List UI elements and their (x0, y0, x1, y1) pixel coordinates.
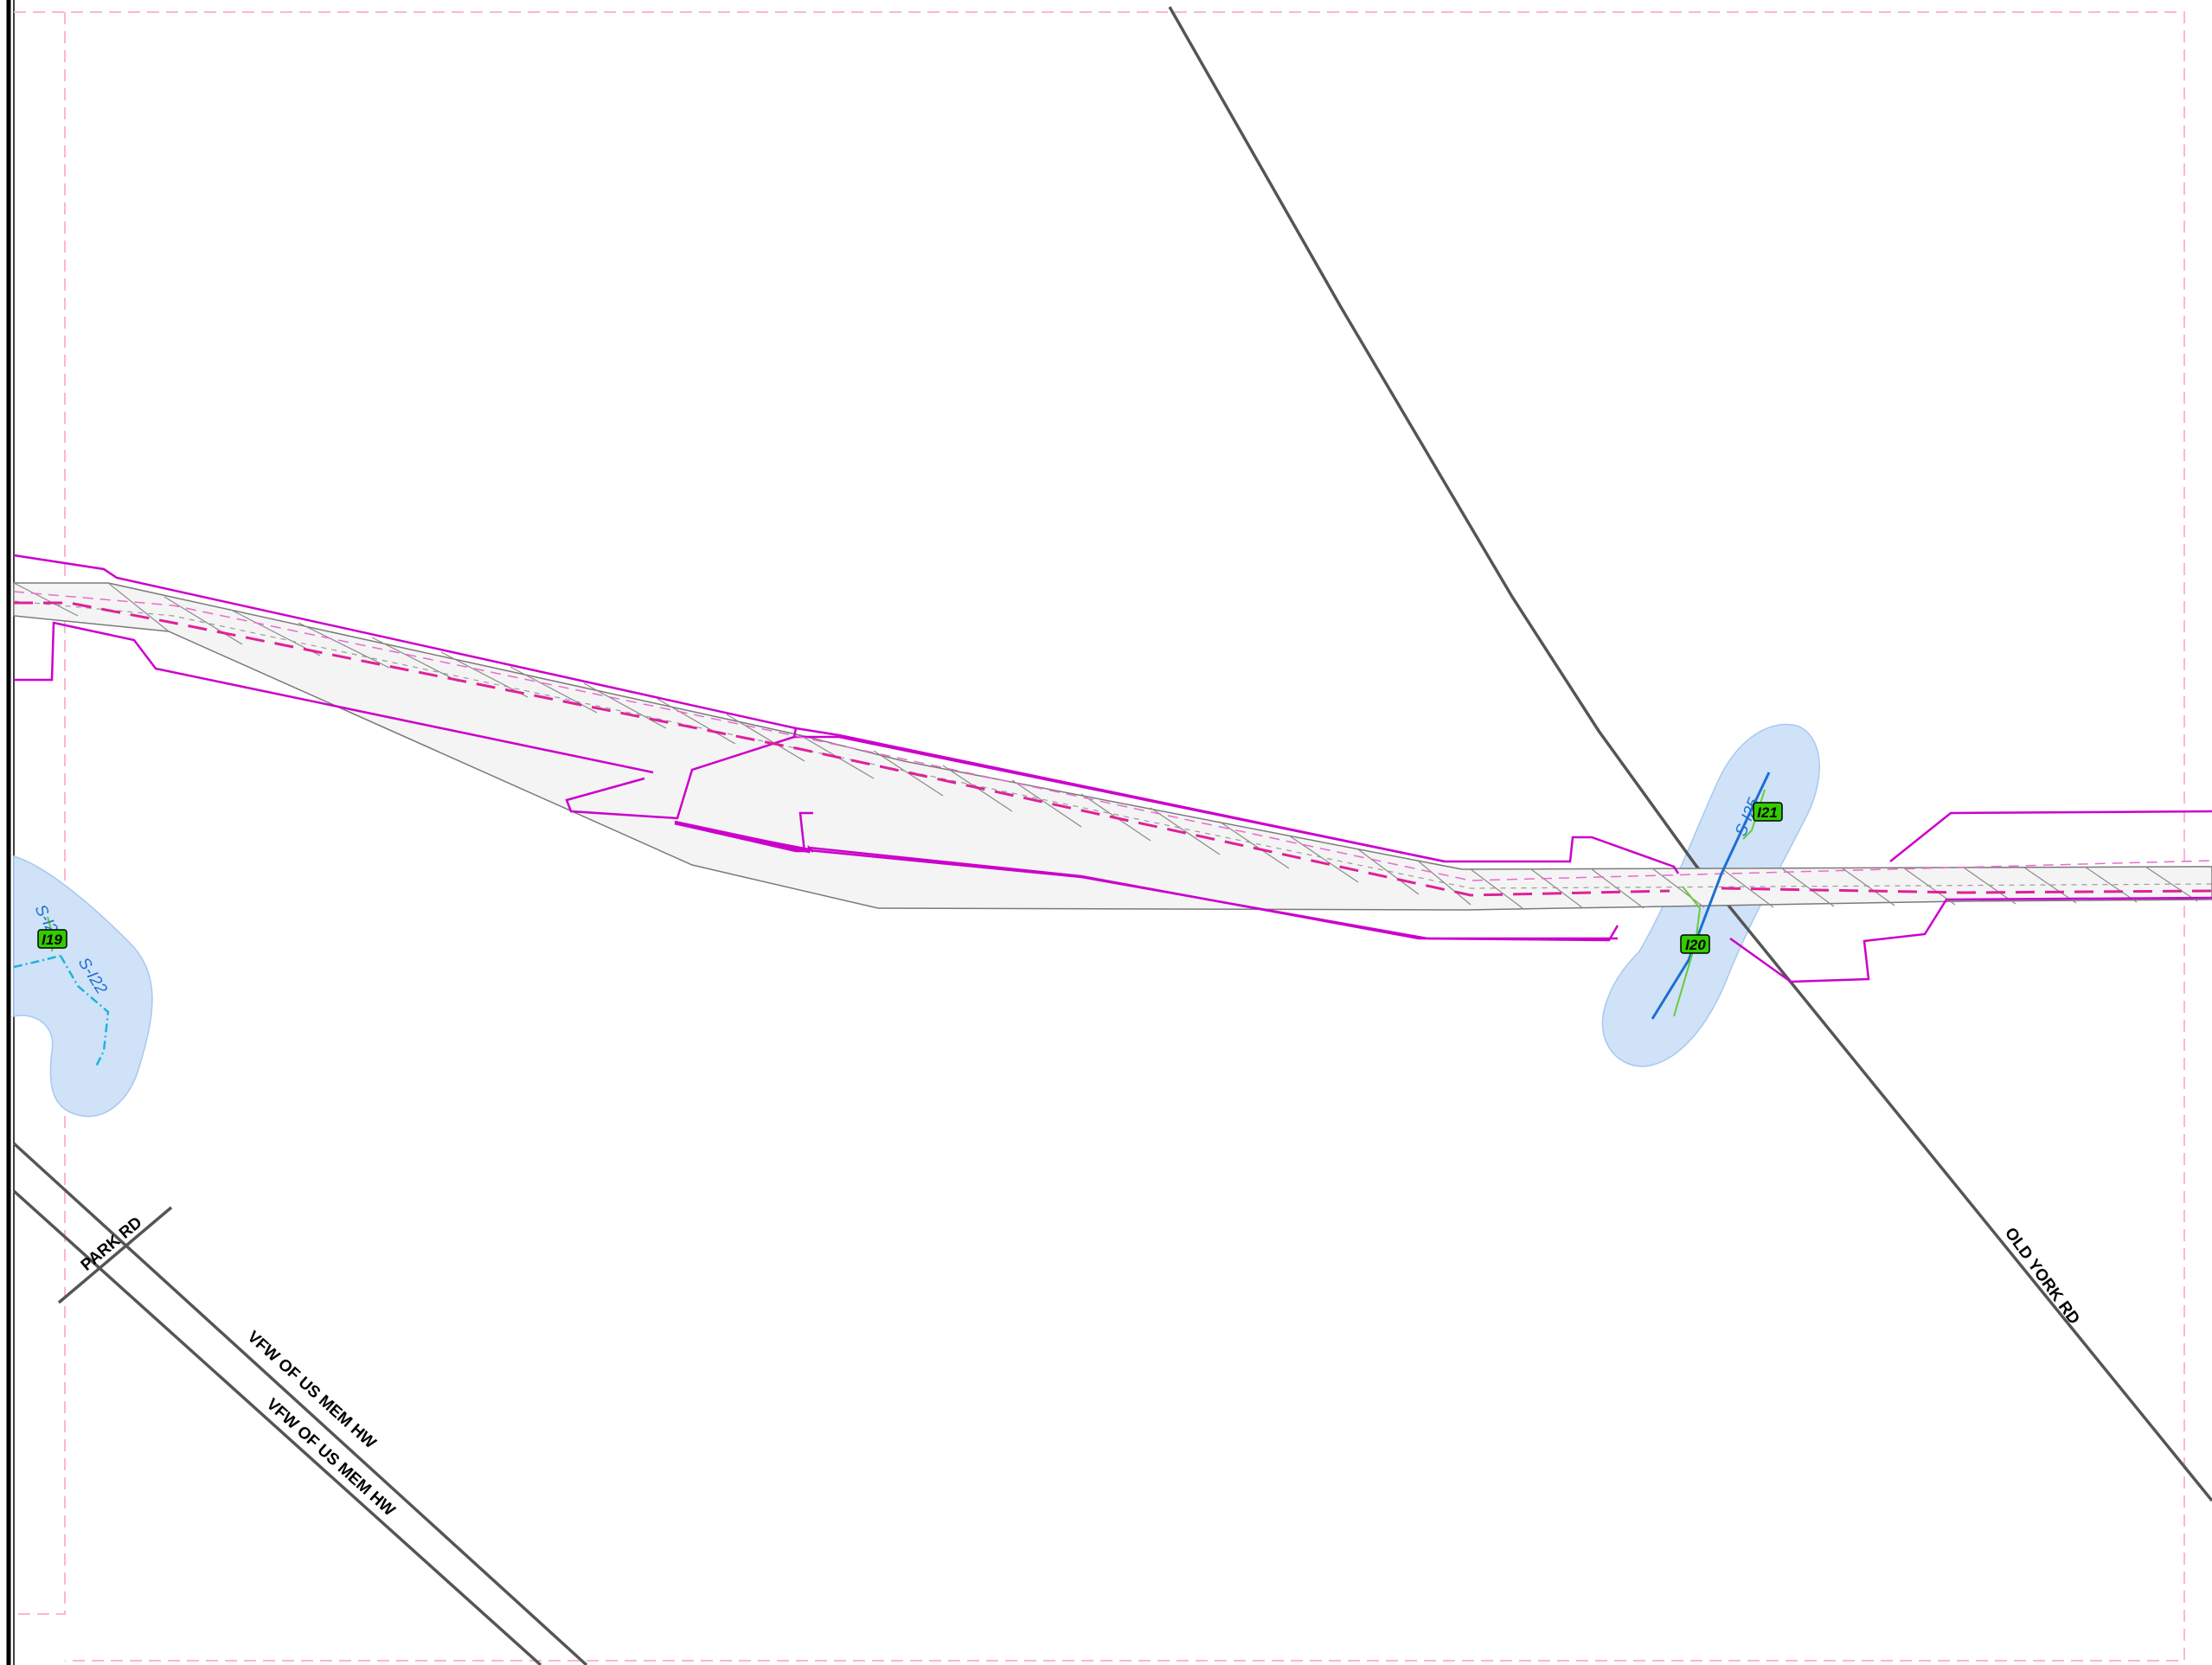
proposed-centerline (14, 601, 2212, 897)
road-label-old-york-rd: OLD YORK RD (2001, 1225, 2083, 1329)
map-frame (6, 0, 15, 1665)
wetland-area-i19 (13, 855, 153, 1117)
feature-markers: I19 I20 I21 (37, 802, 1783, 954)
road-vfw-south (12, 1189, 542, 1665)
road-vfw-north (12, 1142, 588, 1665)
wetland-edge-i20 (1673, 886, 1702, 1017)
stream-s-i25 (1651, 772, 1771, 1020)
proposed-offset-line (13, 591, 2212, 881)
work-area-boundary (13, 554, 2212, 983)
road-lines (12, 6, 2212, 1665)
feature-marker-i19: I19 (37, 929, 67, 949)
svg-text:I20: I20 (1685, 937, 1706, 953)
work-area-boundary-jog (674, 735, 1618, 940)
stream-s-i2 (13, 954, 61, 969)
pipeline-corridor (13, 582, 2212, 911)
road-park-rd (57, 1206, 173, 1304)
stream-s-i22 (59, 955, 110, 1069)
svg-text:I19: I19 (42, 932, 62, 948)
sheet-boundary (14, 11, 2185, 1662)
road-old-york-rd (1168, 6, 2212, 1502)
feature-marker-i20: I20 (1680, 934, 1710, 954)
road-label-park-rd: PARK RD (78, 1214, 146, 1275)
svg-text:I21: I21 (1757, 804, 1778, 821)
feature-marker-i21: I21 (1753, 802, 1783, 822)
